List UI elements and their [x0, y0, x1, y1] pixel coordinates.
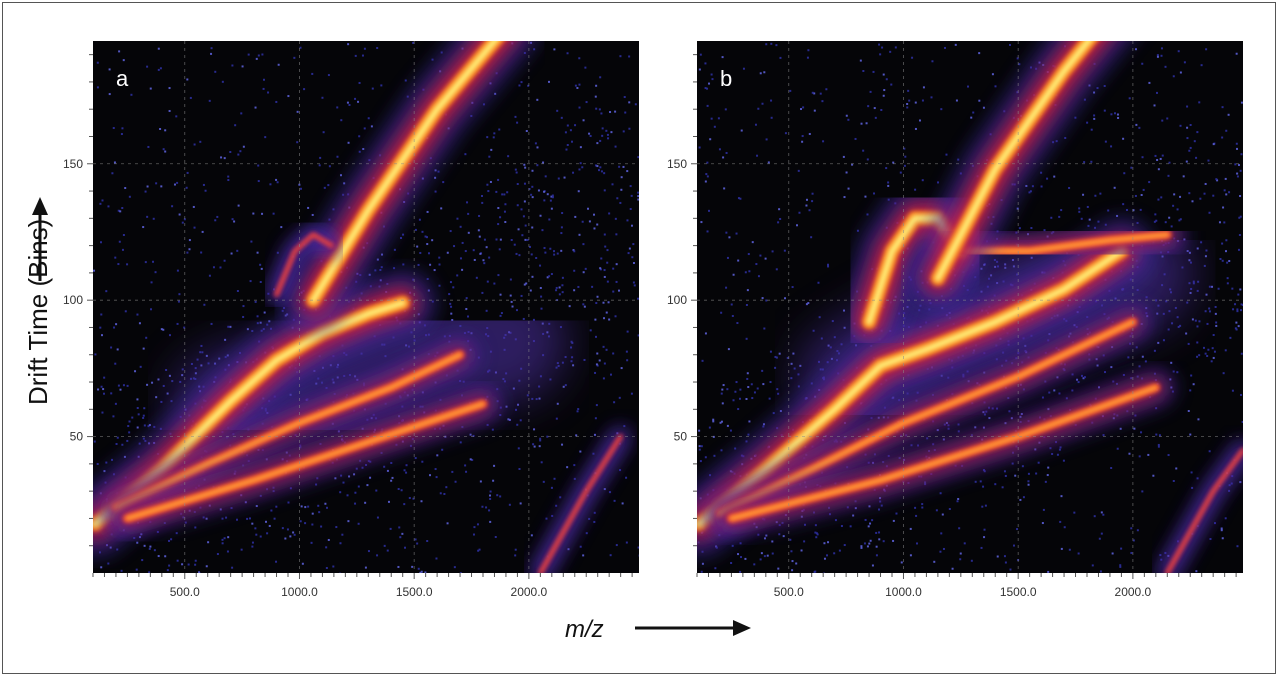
- y-tick-label: 50: [70, 430, 84, 444]
- heatmap-band-2: [700, 302, 1153, 533]
- grid: [93, 41, 639, 573]
- heatmap-band-5: [941, 214, 1188, 271]
- panel-a: 500.0 1000.0 1500.0 2000.0 50 100 150 a: [63, 41, 639, 599]
- heatmap-band-5: [265, 223, 343, 306]
- x-tick-label: 500.0: [170, 585, 200, 599]
- x-tick-label: 1000.0: [885, 585, 922, 599]
- panel-letter: a: [116, 66, 129, 91]
- heatmap-band-6: [529, 425, 632, 573]
- heatmap-band-3: [711, 367, 1176, 539]
- x-axis-arrow: [635, 620, 751, 636]
- y-tick-label: 50: [674, 430, 688, 444]
- y-axis-title: Drift Time (Bins): [23, 219, 53, 405]
- grid: [697, 41, 1243, 573]
- y-tick-label: 100: [667, 293, 687, 307]
- chart-svg: 500.0 1000.0 1500.0 2000.0 50 100 150 a 500.0 10…: [23, 41, 1243, 643]
- x-tick-label: 2000.0: [1115, 585, 1152, 599]
- heatmap-band-2: [96, 334, 480, 528]
- axis-ticks: [691, 54, 1237, 579]
- heatmap-band-3: [107, 384, 503, 539]
- y-axis-arrow: [32, 197, 48, 281]
- x-tick-label: 1500.0: [396, 585, 433, 599]
- x-tick-label: 2000.0: [511, 585, 548, 599]
- x-axis-title: m/z: [565, 616, 604, 643]
- x-tick-label: 1500.0: [1000, 585, 1037, 599]
- heatmap-band-7: [1156, 439, 1243, 573]
- y-tick-label: 150: [667, 157, 687, 171]
- heatmap-band-4: [280, 41, 536, 334]
- panel-letter: b: [720, 66, 732, 91]
- panel-b: 500.0 1000.0 1500.0 2000.0 50 100 150 b: [667, 41, 1243, 599]
- axis-ticks: [87, 54, 633, 579]
- x-tick-label: 1000.0: [281, 585, 318, 599]
- x-tick-label: 500.0: [774, 585, 804, 599]
- heatmap-band-6: [904, 41, 1131, 312]
- heatmap-area: [93, 41, 639, 573]
- y-tick-label: 100: [63, 293, 83, 307]
- y-tick-label: 150: [63, 157, 83, 171]
